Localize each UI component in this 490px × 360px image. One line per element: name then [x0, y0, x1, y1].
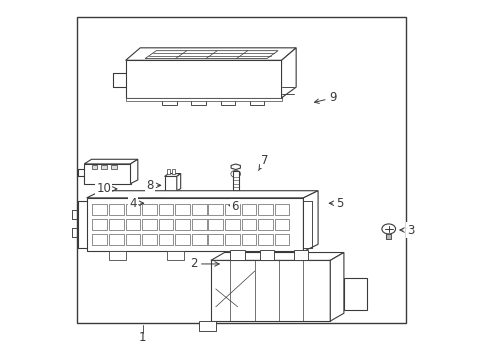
Polygon shape [242, 219, 256, 230]
Polygon shape [175, 234, 190, 245]
Polygon shape [211, 252, 344, 260]
Polygon shape [199, 321, 216, 331]
Polygon shape [175, 204, 190, 215]
Polygon shape [93, 234, 107, 245]
Polygon shape [125, 60, 282, 98]
Polygon shape [258, 219, 273, 230]
Polygon shape [172, 169, 175, 174]
Polygon shape [125, 204, 140, 215]
Polygon shape [145, 51, 278, 59]
Text: 2: 2 [190, 257, 219, 270]
Polygon shape [125, 219, 140, 230]
Polygon shape [192, 234, 206, 245]
Text: 10: 10 [96, 183, 117, 195]
Polygon shape [87, 198, 303, 251]
Text: 7: 7 [259, 154, 268, 170]
Polygon shape [312, 193, 316, 209]
Polygon shape [142, 204, 157, 215]
Polygon shape [109, 251, 125, 260]
Polygon shape [258, 204, 273, 215]
Polygon shape [344, 278, 368, 310]
Polygon shape [208, 200, 221, 209]
Polygon shape [225, 234, 240, 245]
Polygon shape [282, 48, 296, 98]
Polygon shape [84, 159, 138, 164]
Polygon shape [92, 165, 98, 169]
Polygon shape [153, 199, 163, 206]
Polygon shape [142, 219, 157, 230]
Polygon shape [159, 204, 173, 215]
Polygon shape [177, 174, 181, 191]
Polygon shape [242, 234, 256, 245]
Polygon shape [165, 174, 181, 176]
Polygon shape [130, 159, 138, 184]
Polygon shape [87, 191, 318, 198]
Polygon shape [125, 234, 140, 245]
Polygon shape [109, 234, 123, 245]
Text: 8: 8 [147, 179, 161, 192]
Text: 9: 9 [315, 91, 337, 104]
Polygon shape [220, 98, 235, 105]
Polygon shape [386, 234, 391, 239]
Text: 3: 3 [400, 224, 415, 237]
Text: 5: 5 [329, 197, 343, 210]
Polygon shape [166, 194, 170, 208]
Text: 1: 1 [139, 331, 147, 344]
Polygon shape [159, 219, 173, 230]
Polygon shape [142, 234, 157, 245]
Polygon shape [225, 251, 243, 260]
Polygon shape [93, 219, 107, 230]
Polygon shape [250, 98, 265, 105]
Polygon shape [192, 204, 206, 215]
Polygon shape [159, 234, 173, 245]
Polygon shape [242, 204, 256, 215]
Polygon shape [260, 249, 274, 260]
Polygon shape [233, 171, 239, 196]
Polygon shape [258, 234, 273, 245]
Polygon shape [165, 176, 177, 191]
Polygon shape [231, 164, 241, 170]
Polygon shape [111, 165, 117, 169]
Polygon shape [109, 204, 123, 215]
Text: 6: 6 [229, 200, 239, 213]
Polygon shape [109, 219, 123, 230]
Polygon shape [192, 98, 206, 105]
Polygon shape [125, 98, 282, 102]
Polygon shape [175, 219, 190, 230]
Polygon shape [302, 193, 316, 195]
Polygon shape [302, 195, 312, 209]
Polygon shape [211, 260, 330, 321]
Polygon shape [150, 197, 166, 208]
Bar [77, 18, 406, 323]
Text: 4: 4 [129, 197, 144, 210]
Polygon shape [93, 204, 107, 215]
Polygon shape [225, 204, 240, 215]
Polygon shape [150, 194, 170, 197]
Polygon shape [125, 48, 296, 60]
Polygon shape [275, 234, 289, 245]
Polygon shape [208, 219, 223, 230]
Polygon shape [208, 204, 223, 215]
Polygon shape [230, 249, 245, 260]
Polygon shape [162, 98, 177, 105]
Polygon shape [101, 165, 107, 169]
Polygon shape [294, 249, 308, 260]
Polygon shape [225, 219, 240, 230]
Polygon shape [275, 204, 289, 215]
Polygon shape [303, 191, 318, 251]
Polygon shape [275, 219, 289, 230]
Polygon shape [208, 234, 223, 245]
Polygon shape [330, 252, 344, 321]
Polygon shape [192, 219, 206, 230]
Polygon shape [84, 164, 130, 184]
Polygon shape [167, 169, 171, 174]
Polygon shape [167, 251, 184, 260]
